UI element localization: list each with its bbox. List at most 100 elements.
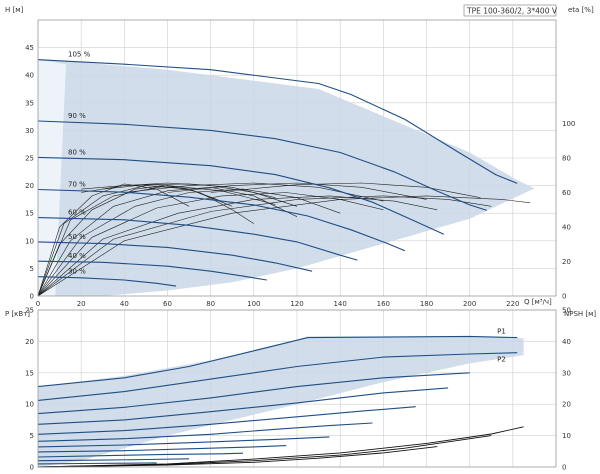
- p-y-tick-label: 20: [25, 338, 34, 346]
- power-curve: [37, 445, 287, 453]
- p1-label: P1: [497, 328, 506, 336]
- p-y2-tick-label: 40: [562, 338, 571, 346]
- head-curve-label: 30 %: [68, 268, 86, 276]
- qh-x-tick-label: 140: [333, 300, 346, 308]
- qh-y-tick-label: 35: [25, 99, 34, 107]
- head-curve: [37, 156, 445, 235]
- qh-y-tick-label: 40: [25, 72, 34, 80]
- qh-y-tick-label: 5: [30, 265, 34, 273]
- qh-x-tick-label: 220: [506, 300, 519, 308]
- head-curve: [37, 188, 406, 252]
- qh-y-ticks: 0 5 10 15 20 25 30 35 40 45: [25, 44, 34, 300]
- p-frame: [37, 309, 557, 468]
- qh-x-tick-label: 0: [36, 300, 40, 308]
- qh-x-tick-label: 180: [420, 300, 433, 308]
- qh-x-tick-label: 20: [77, 300, 86, 308]
- qh-y-tick-label: 20: [25, 182, 34, 190]
- eta-curve: [167, 182, 427, 200]
- power-curve: [37, 335, 518, 388]
- qh-y2-tick-label: 100: [562, 120, 575, 128]
- head-curve: [37, 260, 267, 281]
- power-npsh-chart: 0 5 10 15 20 25 0 10 20 30 40 50 P1 P2 P [кВт] NPSH…: [5, 307, 596, 472]
- qh-y2-tick-label: 0: [562, 293, 566, 301]
- eta-curve: [37, 185, 254, 297]
- p-npsh-curves: [37, 426, 524, 468]
- qh-y-tick-label: 30: [25, 127, 34, 135]
- qh-x-tick-label: 100: [247, 300, 260, 308]
- head-curve-label: 70 %: [68, 180, 86, 188]
- p-power-curves: [37, 335, 518, 465]
- power-curve: [37, 352, 518, 401]
- p-series-labels: P1 P2: [497, 328, 506, 364]
- power-curve: [37, 452, 244, 458]
- eta-curve: [37, 195, 531, 297]
- qh-envelope-light: [38, 59, 67, 296]
- head-curve: [37, 120, 488, 211]
- qh-head-curves: 105 % 90 % 80 % 70 % 60 % 50 % 40 % 30 %: [37, 51, 518, 287]
- qh-x-tick-label: 40: [120, 300, 129, 308]
- qh-chart: 105 % 90 % 80 % 70 % 60 % 50 % 40 % 30 % 0 20 40 6…: [5, 6, 594, 308]
- qh-x-tick-label: 200: [463, 300, 476, 308]
- model-label-box: [463, 4, 557, 17]
- power-curve: [37, 436, 330, 448]
- eta-curve: [81, 182, 298, 207]
- qh-x-tick-label: 160: [377, 300, 390, 308]
- eta-curve: [102, 183, 276, 198]
- power-curve: [37, 422, 373, 442]
- qh-xlabel: Q [м³/ч]: [524, 298, 552, 306]
- qh-frame: [37, 19, 557, 297]
- power-curve: [37, 387, 449, 425]
- npsh-curve: [37, 446, 438, 468]
- eta-curve: [210, 182, 481, 198]
- head-curve: [37, 276, 177, 287]
- power-curve: [37, 462, 157, 465]
- head-curve: [37, 217, 358, 261]
- eta-curve: [37, 186, 298, 297]
- npsh-curve: [37, 426, 524, 468]
- p-y2-tick-label: 50: [562, 307, 571, 315]
- p-y2-tick-label: 20: [562, 401, 571, 409]
- qh-y-tick-label: 10: [25, 237, 34, 245]
- p-envelope: [38, 336, 524, 467]
- qh-y-tick-label: 45: [25, 44, 34, 52]
- p-ylabel-right: NPSH [м]: [564, 310, 596, 318]
- qh-y2-tick-label: 20: [562, 258, 571, 266]
- power-curve: [37, 458, 190, 462]
- p-y2-ticks: 0 10 20 30 40 50: [562, 307, 571, 472]
- qh-y2-tick-label: 80: [562, 155, 571, 163]
- model-label: TPE 100-360/2, 3*400 V: [466, 7, 558, 16]
- head-curve-label: 60 %: [68, 209, 86, 217]
- qh-y2-ticks: 0 20 40 60 80 100: [562, 120, 575, 301]
- head-curve: [37, 241, 313, 272]
- head-curve: [37, 59, 518, 184]
- eta-curve: [37, 183, 190, 297]
- eta-curve: [37, 195, 438, 297]
- p-y-tick-label: 10: [25, 401, 34, 409]
- head-curve-label: 50 %: [68, 233, 86, 241]
- p-y-tick-label: 25: [25, 307, 34, 315]
- p-y2-tick-label: 0: [562, 464, 566, 472]
- eta-curve: [37, 195, 492, 297]
- p-y-tick-label: 0: [30, 464, 34, 472]
- npsh-curve: [37, 435, 492, 468]
- qh-ylabel-right: eta [%]: [568, 6, 594, 14]
- qh-x-tick-label: 80: [206, 300, 215, 308]
- head-curve-label: 40 %: [68, 252, 86, 260]
- p-y-tick-label: 5: [30, 432, 34, 440]
- head-curve-label: 80 %: [68, 148, 86, 156]
- head-curve-label: 90 %: [68, 112, 86, 120]
- qh-y2-tick-label: 60: [562, 189, 571, 197]
- qh-y-tick-label: 15: [25, 210, 34, 218]
- p-ylabel-left: P [кВт]: [5, 310, 30, 318]
- p-y-ticks: 0 5 10 15 20 25: [25, 307, 34, 472]
- qh-y-tick-label: 0: [30, 293, 34, 301]
- head-curve-label: 105 %: [68, 51, 91, 59]
- p-y2-tick-label: 30: [562, 369, 571, 377]
- qh-y-tick-label: 25: [25, 155, 34, 163]
- p-y2-tick-label: 10: [562, 432, 571, 440]
- qh-x-tick-label: 120: [290, 300, 303, 308]
- qh-x-ticks: 0 20 40 60 80 100 120 140 160 180 200 220: [36, 300, 520, 308]
- power-curve: [37, 372, 470, 415]
- eta-curve: [81, 184, 222, 202]
